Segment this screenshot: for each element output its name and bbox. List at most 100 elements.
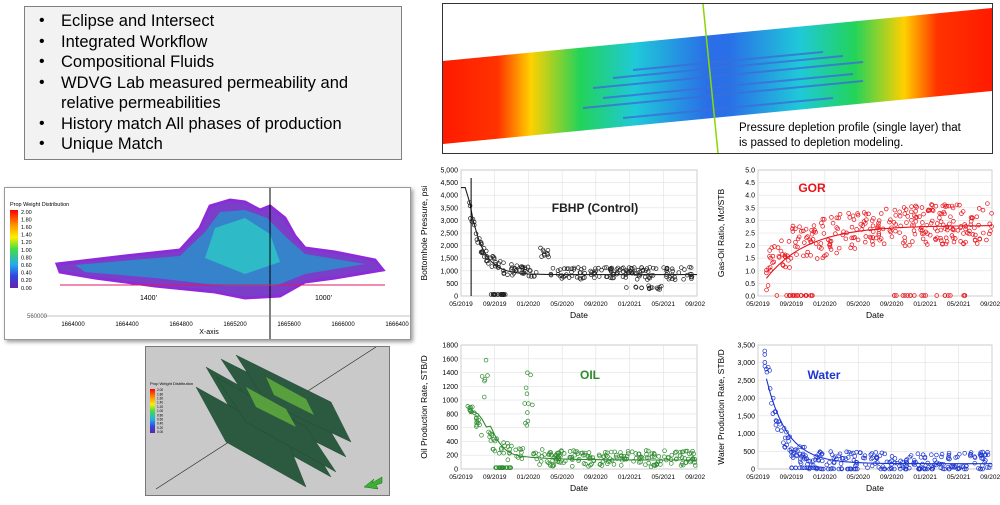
data-point bbox=[930, 208, 936, 213]
data-point bbox=[816, 458, 821, 463]
data-point bbox=[948, 293, 953, 298]
data-point bbox=[855, 466, 860, 472]
data-point bbox=[930, 466, 935, 472]
data-point bbox=[767, 254, 772, 259]
3d-view-svg: Prop Weight Distribution 2.001.801.601.4… bbox=[150, 346, 383, 490]
data-point bbox=[903, 466, 908, 472]
data-point bbox=[888, 217, 893, 222]
data-point bbox=[647, 286, 652, 292]
data-point bbox=[793, 244, 798, 249]
data-point bbox=[624, 285, 629, 290]
x-axis-ticks: 1664000 1664400 1664800 1665200 1665600 16660… bbox=[61, 322, 409, 328]
data-point bbox=[846, 466, 851, 472]
data-point bbox=[962, 451, 967, 456]
data-point bbox=[818, 241, 824, 246]
data-point bbox=[798, 461, 804, 466]
data-point bbox=[649, 454, 655, 459]
data-point bbox=[653, 266, 659, 271]
data-point bbox=[874, 455, 880, 461]
data-point bbox=[834, 225, 839, 230]
data-point bbox=[802, 240, 807, 245]
data-point bbox=[843, 236, 849, 242]
x-tick-label: 01/2021 bbox=[913, 474, 937, 481]
scatter-points bbox=[764, 201, 994, 298]
data-point bbox=[921, 211, 926, 217]
data-point bbox=[485, 373, 490, 378]
data-point bbox=[961, 231, 966, 236]
data-point bbox=[550, 265, 556, 271]
x-tick-label: 09/2020 bbox=[880, 474, 904, 481]
data-point bbox=[939, 211, 944, 217]
data-point bbox=[509, 265, 515, 270]
data-point bbox=[597, 462, 603, 467]
data-point bbox=[539, 447, 545, 452]
data-point bbox=[849, 224, 855, 230]
x-tick-label: 05/2020 bbox=[550, 474, 574, 481]
data-point bbox=[898, 458, 903, 464]
data-point bbox=[521, 270, 527, 275]
data-point bbox=[954, 202, 960, 208]
data-point bbox=[958, 239, 963, 244]
data-point bbox=[672, 277, 678, 282]
data-point bbox=[481, 254, 487, 260]
data-point bbox=[764, 369, 770, 375]
x-tick-label: 05/2020 bbox=[847, 301, 871, 308]
data-point bbox=[688, 450, 694, 456]
data-point bbox=[950, 235, 956, 240]
data-point bbox=[897, 213, 903, 219]
data-point bbox=[873, 235, 879, 241]
data-point bbox=[605, 450, 610, 456]
x-tick-label: 09/2021 bbox=[685, 301, 705, 308]
data-point bbox=[912, 458, 917, 463]
y-tick-label: 1600 bbox=[442, 356, 458, 363]
data-point bbox=[807, 458, 813, 464]
x-tick-label: 09/2020 bbox=[584, 474, 608, 481]
data-point bbox=[939, 454, 944, 460]
y-tick-label: 3,500 bbox=[440, 205, 458, 212]
data-point bbox=[669, 266, 675, 272]
data-point bbox=[574, 449, 580, 454]
data-point bbox=[645, 269, 651, 274]
data-point bbox=[808, 462, 814, 468]
data-point bbox=[516, 446, 522, 451]
data-point bbox=[632, 265, 637, 270]
y-tick-label: 1200 bbox=[442, 384, 458, 391]
data-point bbox=[821, 466, 826, 472]
data-point bbox=[790, 293, 795, 298]
data-point bbox=[937, 211, 942, 216]
data-point bbox=[870, 242, 876, 247]
data-point bbox=[553, 452, 559, 458]
data-point bbox=[831, 460, 837, 466]
x-tick-label: 01/2020 bbox=[517, 474, 541, 481]
data-point bbox=[607, 456, 613, 461]
data-point bbox=[934, 293, 939, 298]
data-point bbox=[846, 211, 851, 216]
data-point bbox=[870, 223, 876, 229]
data-point bbox=[693, 463, 698, 468]
data-point bbox=[839, 466, 844, 471]
data-point bbox=[474, 424, 479, 429]
data-point bbox=[633, 451, 639, 456]
data-point bbox=[523, 385, 529, 391]
data-point bbox=[920, 231, 925, 236]
data-point bbox=[853, 466, 858, 472]
data-point bbox=[976, 222, 981, 228]
legend-tick-label: 1.80 bbox=[21, 217, 32, 223]
y-axis-label: Water Production Rate, STB/D bbox=[716, 349, 726, 464]
bullet-item: Integrated Workflow bbox=[35, 32, 393, 53]
data-point bbox=[525, 370, 530, 376]
data-point bbox=[637, 456, 642, 461]
data-point bbox=[544, 250, 550, 256]
data-point bbox=[593, 266, 598, 271]
legend-tick-label: 1.00 bbox=[21, 248, 32, 254]
data-point bbox=[790, 226, 795, 231]
data-point bbox=[505, 272, 510, 277]
data-point bbox=[639, 265, 644, 270]
legend-tick-label: 1.00 bbox=[157, 409, 163, 413]
data-point bbox=[978, 466, 983, 472]
data-point bbox=[528, 372, 533, 378]
data-point bbox=[922, 466, 927, 472]
water-chart: 0 500 1,000 1,500 2,000 2,500 3,000 3,500 05/201… bbox=[716, 343, 1000, 494]
data-point bbox=[961, 293, 966, 298]
data-point bbox=[793, 293, 799, 298]
